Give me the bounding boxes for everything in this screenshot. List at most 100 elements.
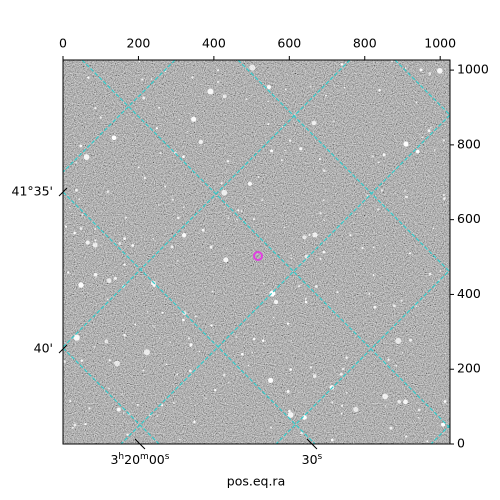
- star: [187, 337, 191, 340]
- star: [92, 242, 98, 248]
- star: [443, 197, 446, 200]
- star: [341, 367, 345, 371]
- star: [159, 152, 162, 155]
- star: [432, 227, 435, 230]
- star: [252, 218, 255, 221]
- star: [158, 204, 160, 206]
- star: [177, 216, 180, 220]
- star: [207, 88, 214, 95]
- star: [169, 341, 172, 344]
- star: [227, 217, 230, 220]
- star: [226, 248, 228, 250]
- x-axis-label: pos.eq.ra: [227, 474, 285, 489]
- star: [69, 400, 72, 403]
- star: [297, 284, 301, 288]
- star: [361, 246, 364, 249]
- star: [368, 292, 371, 295]
- star: [152, 237, 155, 240]
- star: [75, 188, 78, 192]
- star: [345, 391, 348, 394]
- star: [304, 300, 308, 304]
- star: [319, 257, 322, 260]
- frame: [62, 59, 451, 445]
- star: [152, 325, 154, 327]
- star: [138, 60, 141, 63]
- star: [106, 278, 112, 283]
- star: [322, 250, 326, 254]
- star: [209, 245, 213, 249]
- star: [312, 232, 318, 238]
- star: [73, 334, 80, 341]
- star: [84, 423, 87, 426]
- star: [245, 98, 248, 101]
- star: [392, 304, 396, 308]
- star: [308, 233, 311, 236]
- star: [349, 234, 352, 237]
- ra-tick: [306, 438, 318, 450]
- star: [198, 350, 200, 353]
- star: [428, 272, 432, 276]
- star: [323, 219, 326, 222]
- star: [353, 406, 359, 413]
- star: [283, 226, 286, 229]
- star: [179, 438, 181, 441]
- star: [87, 76, 90, 79]
- star: [165, 363, 168, 366]
- star: [417, 408, 421, 412]
- star: [143, 349, 150, 356]
- star: [78, 198, 81, 200]
- star: [116, 407, 121, 412]
- star: [216, 80, 220, 84]
- star: [319, 212, 322, 215]
- star: [339, 372, 343, 376]
- star: [442, 193, 445, 197]
- star: [193, 420, 196, 424]
- star: [309, 85, 312, 88]
- star: [94, 107, 97, 110]
- star: [247, 364, 250, 367]
- star: [222, 94, 227, 99]
- star: [123, 412, 125, 414]
- star: [161, 404, 164, 407]
- star: [426, 440, 429, 443]
- star: [443, 400, 447, 403]
- stars: [63, 60, 447, 444]
- star: [176, 373, 179, 376]
- star: [286, 390, 290, 393]
- star: [142, 369, 145, 372]
- grid-line: [275, 269, 450, 444]
- star: [382, 393, 389, 400]
- star: [223, 373, 226, 377]
- star: [155, 127, 159, 130]
- star: [67, 271, 70, 274]
- star: [251, 351, 253, 354]
- star: [236, 218, 238, 221]
- star: [123, 237, 127, 240]
- star: [340, 412, 343, 415]
- x-tick-label: 800: [353, 36, 377, 51]
- star: [123, 263, 126, 266]
- star: [322, 199, 325, 201]
- grid-line: [63, 347, 160, 444]
- star: [111, 135, 117, 141]
- star: [433, 149, 436, 151]
- star: [288, 139, 292, 142]
- star: [69, 207, 71, 209]
- star: [439, 270, 442, 272]
- grid-line: [63, 60, 351, 348]
- star: [156, 415, 159, 417]
- star: [343, 86, 346, 89]
- star: [372, 274, 375, 277]
- star: [332, 120, 335, 123]
- star: [318, 157, 321, 161]
- star: [171, 198, 174, 201]
- star: [108, 359, 111, 362]
- star: [415, 305, 418, 307]
- star: [382, 153, 386, 157]
- star: [164, 70, 167, 73]
- star: [240, 210, 243, 213]
- coordinate-grid: [63, 60, 450, 444]
- star: [137, 166, 140, 169]
- star: [261, 199, 264, 202]
- star: [400, 299, 403, 302]
